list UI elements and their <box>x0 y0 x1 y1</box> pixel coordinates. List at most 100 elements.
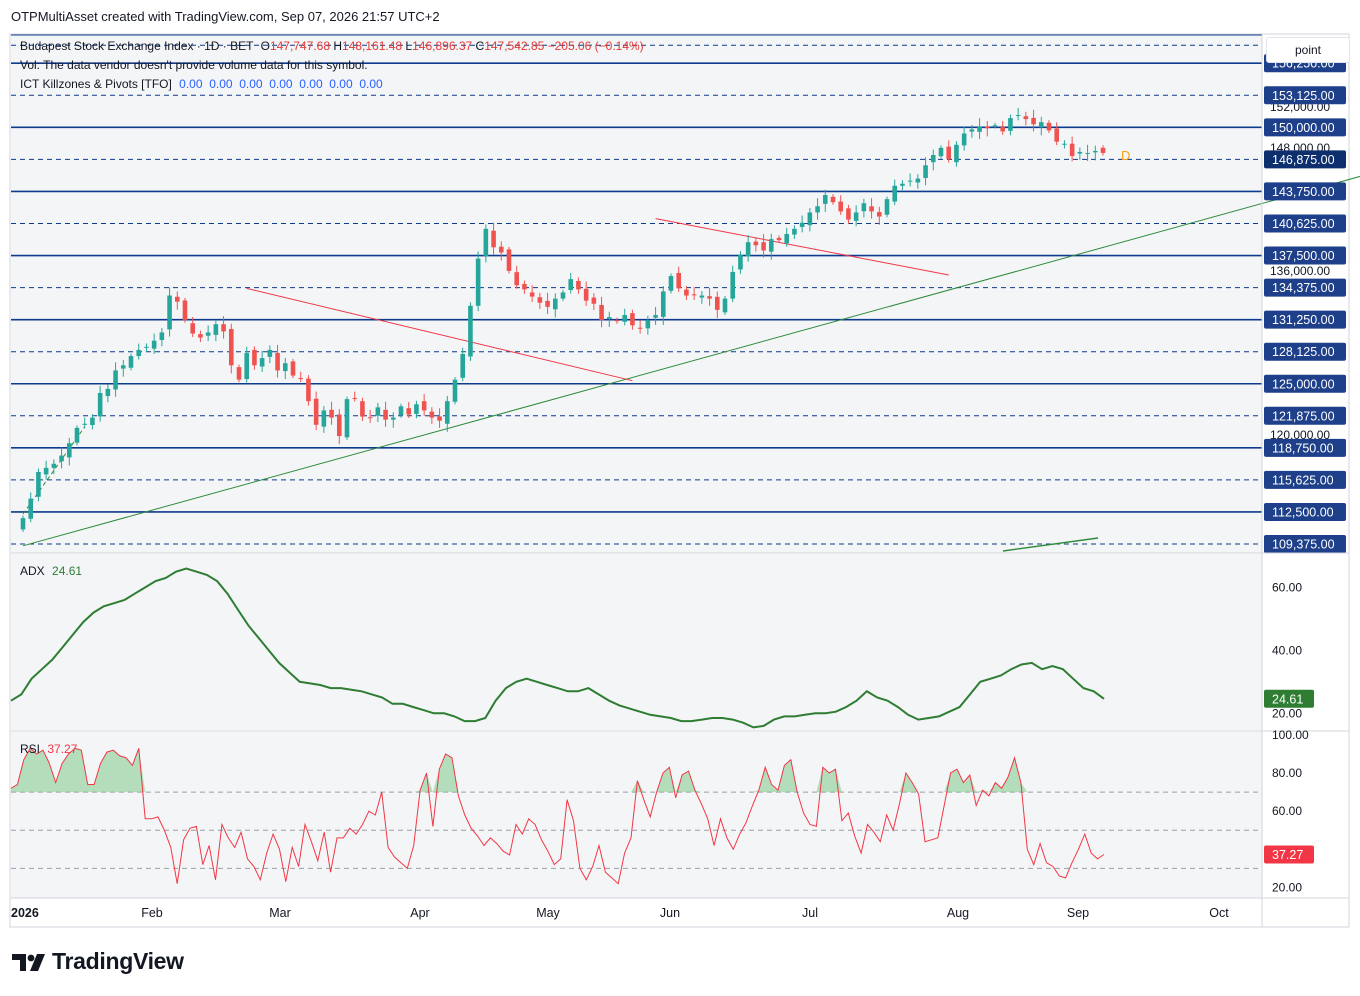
candle-body <box>190 323 196 334</box>
candle-body <box>537 297 543 303</box>
low-value: 146,896.37 <box>412 39 473 53</box>
indicator-name[interactable]: ICT Killzones & Pivots [TFO] <box>20 77 172 91</box>
candle-body <box>614 320 620 322</box>
time-tick-label: Aug <box>947 906 969 920</box>
candle-body <box>506 249 512 271</box>
candle-body <box>707 296 712 299</box>
candle-body <box>846 208 851 220</box>
candle-body <box>900 183 905 186</box>
rsi-label[interactable]: RSI <box>20 742 41 756</box>
close-value: 147,542.85 <box>484 39 545 53</box>
candle-body <box>59 455 64 462</box>
price-tick-label: 109,375.00 <box>1272 538 1335 552</box>
price-label-box <box>1264 374 1346 393</box>
price-tick-label: 143,750.00 <box>1272 185 1335 199</box>
time-tick-label: May <box>536 906 560 920</box>
candle-body <box>128 356 134 368</box>
candle-body <box>228 328 234 366</box>
candle-body <box>676 272 682 289</box>
candle-body <box>961 133 967 146</box>
candle-body <box>529 292 535 297</box>
candle-body <box>352 397 358 399</box>
candle-body <box>20 518 26 530</box>
symbol-legend[interactable]: Budapest Stock Exchange Index · 1D · BET… <box>20 39 644 53</box>
candle-body <box>136 349 142 357</box>
candle-body <box>483 228 489 257</box>
candle-body <box>1092 150 1098 153</box>
candle-body <box>938 147 944 157</box>
candle-body <box>398 406 404 416</box>
trendline <box>22 175 1360 547</box>
candle-body <box>221 324 226 332</box>
candle-body <box>930 155 936 163</box>
rsi-tick-label: 100.00 <box>1272 728 1309 742</box>
volume-note: Vol: The data vendor doesn't provide vol… <box>20 58 368 72</box>
candle-body <box>954 144 959 163</box>
trendline-fragment <box>1002 537 1099 552</box>
price-tick-label: 134,375.00 <box>1272 281 1335 295</box>
candle-body <box>275 352 280 371</box>
candle-body <box>344 399 350 438</box>
candle-body <box>822 195 828 204</box>
unit-button[interactable]: point <box>1266 37 1350 63</box>
candle-body <box>244 352 250 380</box>
candle-body <box>475 258 481 306</box>
candle-body <box>498 246 504 253</box>
adx-label[interactable]: ADX <box>20 564 45 578</box>
candle-body <box>321 410 327 427</box>
candle-body <box>151 340 157 349</box>
candle-body <box>622 315 628 322</box>
candle-body <box>653 315 658 318</box>
trendline <box>22 426 86 515</box>
candle-body <box>120 365 126 369</box>
candle-body <box>105 388 111 397</box>
candle-body <box>1038 122 1044 128</box>
candle-body <box>738 254 743 270</box>
minor-tick-label: 136,000.00 <box>1270 264 1330 278</box>
candle-body <box>1015 115 1021 117</box>
adx-pane-bg <box>11 554 1262 730</box>
candle-body <box>630 313 635 326</box>
candle-body <box>236 367 242 380</box>
candle-body <box>583 288 589 301</box>
candle-body <box>853 212 859 221</box>
price-label-box <box>1264 278 1346 297</box>
price-tick-label: 112,500.00 <box>1272 505 1334 519</box>
candle-body <box>167 295 172 330</box>
candle-body <box>213 324 219 335</box>
candle-body <box>1077 151 1083 154</box>
change-value: −205.06 (−0.14%) <box>547 39 644 53</box>
candle-body <box>838 201 844 212</box>
candle-body <box>144 346 149 348</box>
symbol-title[interactable]: Budapest Stock Exchange Index · 1D · BET <box>20 39 254 53</box>
candle-body <box>884 199 890 215</box>
candle-body <box>699 295 705 298</box>
price-label-box <box>1264 535 1346 554</box>
candle-body <box>329 409 334 418</box>
rsi-pane-bg <box>11 732 1262 898</box>
pivot-d-marker: D <box>1121 148 1130 163</box>
candle-body <box>691 294 697 296</box>
rsi-legend-value: 37.27 <box>47 742 78 756</box>
rsi-last-box <box>1264 845 1314 864</box>
candle-body <box>799 222 805 228</box>
footer-brand: TradingView <box>12 948 184 975</box>
candle-body <box>576 280 581 290</box>
candle-body <box>714 296 720 310</box>
rsi-tick-label: 60.00 <box>1272 804 1302 818</box>
candle-body <box>907 180 913 182</box>
chart-frame <box>9 33 1350 928</box>
minor-tick-label: 120,000.00 <box>1270 428 1330 442</box>
adx-legend[interactable]: ADX 24.61 <box>20 564 82 578</box>
candle-body <box>159 332 165 341</box>
candle-body <box>406 408 412 415</box>
price-label-box <box>1264 182 1346 201</box>
time-tick-label: Oct <box>1209 906 1229 920</box>
candle-body <box>336 414 342 437</box>
indicator-legend[interactable]: ICT Killzones & Pivots [TFO] 0.00 0.00 0… <box>20 77 383 91</box>
candle-body <box>468 305 473 357</box>
rsi-legend[interactable]: RSI 37.27 <box>20 742 77 756</box>
price-pane-bg <box>11 35 1262 553</box>
candle-body <box>923 165 928 178</box>
